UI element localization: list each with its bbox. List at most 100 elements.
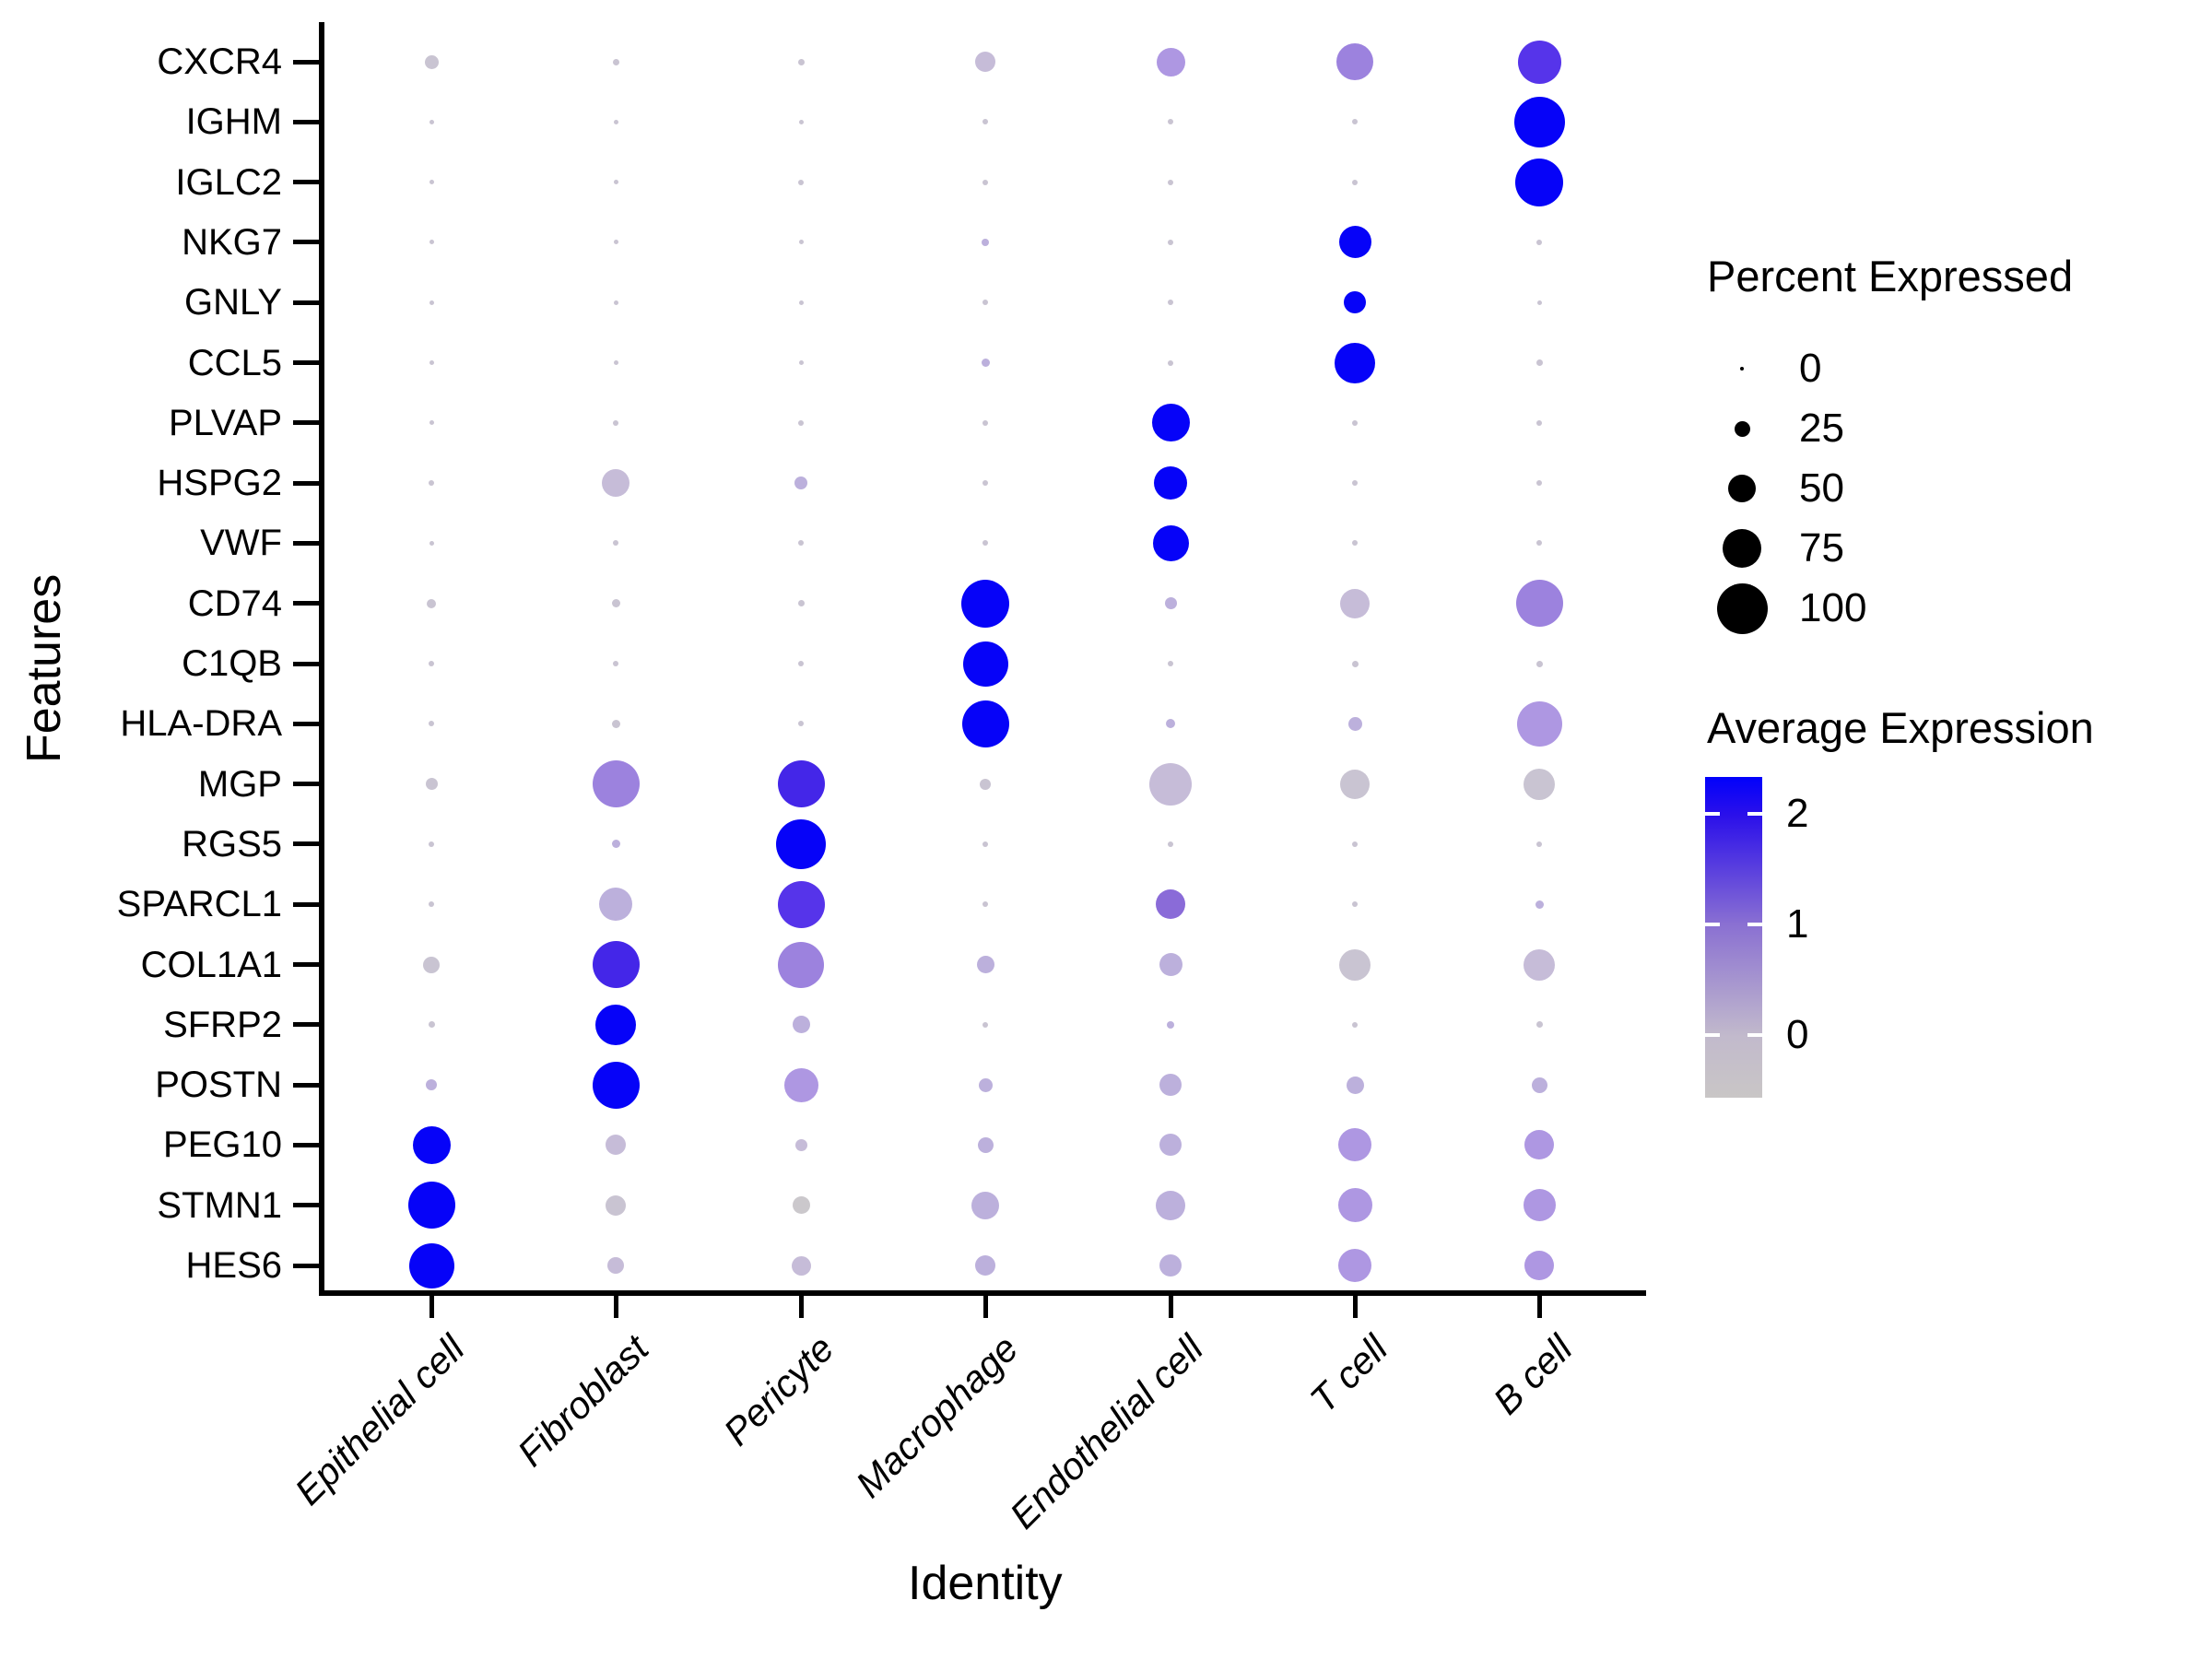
cbar-label-0: 0 (1786, 1012, 1809, 1057)
y-tick-cd74 (293, 601, 319, 606)
x-axis-title: Identity (908, 1557, 1063, 1610)
dot-stmn1-fibroblast (606, 1194, 626, 1216)
dot-peg10-endothelial-cell (1159, 1134, 1182, 1157)
cbar-dash-right-1 (1747, 923, 1762, 926)
dot-vwf-b-cell (1536, 540, 1542, 547)
dot-plvap-t-cell (1352, 419, 1358, 426)
y-tick-ighm (293, 119, 319, 124)
dot-nkg7-macrophage (982, 238, 989, 246)
dot-sfrp2-fibroblast (595, 1004, 636, 1045)
color-legend-bar (1705, 777, 1762, 1098)
dot-postn-endothelial-cell (1159, 1074, 1182, 1097)
dot-mgp-t-cell (1340, 769, 1370, 799)
dot-iglc2-endothelial-cell (1168, 179, 1173, 185)
y-tick-sfrp2 (293, 1022, 319, 1028)
dot-hspg2-macrophage (982, 480, 988, 487)
dot-vwf-pericyte (798, 540, 804, 547)
dot-nkg7-pericyte (798, 240, 804, 245)
dot-nkg7-epithelial-cell (429, 240, 434, 245)
dot-plvap-macrophage (982, 419, 988, 426)
dot-mgp-pericyte (777, 760, 825, 808)
gene-label-cd74: CD74 (187, 582, 282, 624)
size-key-label-75: 75 (1799, 525, 1844, 571)
dot-nkg7-endothelial-cell (1168, 239, 1173, 245)
dot-ccl5-endothelial-cell (1168, 359, 1173, 366)
dot-sfrp2-pericyte (792, 1016, 810, 1034)
dot-ccl5-b-cell (1535, 359, 1543, 366)
gene-label-stmn1: STMN1 (157, 1184, 282, 1226)
dot-iglc2-b-cell (1515, 158, 1563, 206)
dot-postn-fibroblast (592, 1061, 640, 1109)
celltype-label-fibroblast: Fibroblast (509, 1326, 657, 1475)
y-tick-mgp (293, 782, 319, 787)
dot-hes6-fibroblast (607, 1257, 624, 1274)
dot-stmn1-macrophage (971, 1191, 999, 1219)
dot-cxcr4-epithelial-cell (424, 54, 439, 69)
x-tick-b-cell (1536, 1296, 1542, 1318)
dot-hla-dra-t-cell (1347, 716, 1362, 731)
dot-ighm-epithelial-cell (429, 119, 434, 124)
dot-col1a1-macrophage (976, 956, 994, 973)
dot-cxcr4-macrophage (975, 52, 995, 72)
cbar-dash-left-0 (1705, 1033, 1720, 1037)
dot-rgs5-b-cell (1536, 841, 1542, 847)
dot-sparcl1-endothelial-cell (1156, 889, 1185, 920)
gene-label-sparcl1: SPARCL1 (116, 884, 282, 925)
y-axis-title: Features (18, 573, 71, 763)
dot-vwf-t-cell (1352, 540, 1358, 547)
cbar-dash-right-0 (1747, 1033, 1762, 1037)
dot-nkg7-b-cell (1536, 239, 1542, 245)
dot-ighm-macrophage (982, 119, 988, 125)
dot-vwf-endothelial-cell (1152, 524, 1189, 561)
dot-hspg2-b-cell (1536, 480, 1542, 487)
dot-col1a1-pericyte (778, 941, 824, 988)
dot-mgp-b-cell (1524, 768, 1555, 800)
dot-plvap-b-cell (1536, 419, 1542, 426)
dot-gnly-pericyte (798, 300, 804, 305)
dot-hla-dra-pericyte (798, 721, 804, 727)
dot-hspg2-epithelial-cell (429, 480, 434, 487)
dot-ccl5-macrophage (981, 359, 990, 367)
dot-c1qb-t-cell (1351, 660, 1359, 667)
dot-sfrp2-b-cell (1535, 1021, 1543, 1029)
dot-nkg7-fibroblast (613, 240, 618, 245)
dot-mgp-fibroblast (592, 760, 640, 808)
gene-label-mgp: MGP (197, 763, 282, 805)
size-key-dot-50 (1728, 475, 1756, 502)
dot-rgs5-epithelial-cell (429, 841, 434, 847)
y-tick-iglc2 (293, 180, 319, 185)
y-tick-hes6 (293, 1263, 319, 1268)
color-legend-title: Average Expression (1707, 703, 2094, 752)
dot-iglc2-fibroblast (613, 180, 618, 185)
dot-postn-t-cell (1346, 1076, 1364, 1094)
dot-postn-macrophage (978, 1077, 993, 1092)
size-key-dot-25 (1734, 420, 1750, 437)
size-key-label-100: 100 (1799, 585, 1867, 630)
dot-vwf-macrophage (982, 540, 988, 547)
dot-stmn1-endothelial-cell (1156, 1190, 1185, 1220)
dot-col1a1-b-cell (1524, 948, 1555, 981)
dot-hes6-pericyte (791, 1255, 811, 1276)
dot-postn-pericyte (783, 1067, 818, 1102)
dot-hla-dra-macrophage (961, 700, 1009, 747)
y-tick-hla-dra (293, 721, 319, 726)
dot-cxcr4-fibroblast (612, 58, 619, 65)
dot-hspg2-t-cell (1352, 480, 1358, 487)
celltype-label-macrophage: Macrophage (847, 1326, 1027, 1506)
x-tick-endothelial-cell (1168, 1296, 1173, 1318)
dot-nkg7-t-cell (1338, 226, 1371, 259)
y-axis-line (319, 22, 324, 1296)
dot-sparcl1-macrophage (982, 901, 988, 908)
dot-plvap-endothelial-cell (1151, 404, 1190, 442)
y-tick-peg10 (293, 1142, 319, 1147)
dot-cd74-epithelial-cell (427, 598, 436, 608)
y-tick-ccl5 (293, 360, 319, 365)
celltype-label-b-cell: B cell (1484, 1326, 1581, 1423)
dot-hes6-t-cell (1338, 1249, 1371, 1282)
dot-ighm-b-cell (1513, 96, 1565, 147)
size-key-dot-100 (1716, 582, 1768, 634)
dot-hspg2-pericyte (794, 477, 807, 490)
gene-label-gnly: GNLY (184, 282, 282, 324)
dot-hla-dra-endothelial-cell (1166, 719, 1175, 729)
